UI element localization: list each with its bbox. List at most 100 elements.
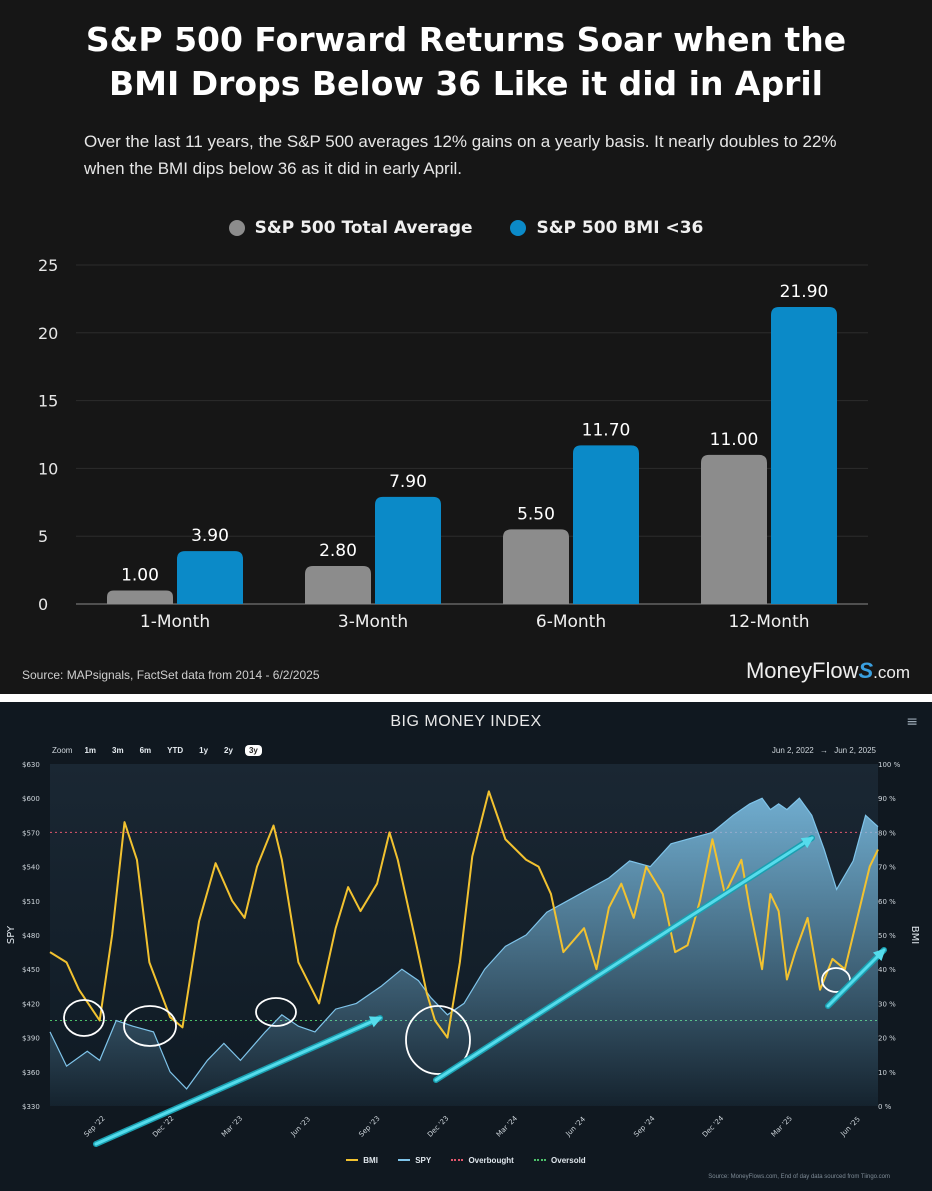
x-tick-2: Mar '23 (220, 1114, 244, 1138)
y-tick-label-4: 20 (38, 324, 58, 343)
hamburger-menu-icon[interactable]: ≡ (906, 714, 918, 730)
data-label-bmi-12-month: 21.90 (780, 282, 829, 302)
y-right-axis-label: BMI (909, 926, 920, 944)
bar-bmi-3-month (375, 496, 441, 604)
zoom-label: Zoom (52, 746, 73, 755)
y-right-tick-10: 100 % (878, 761, 901, 769)
data-label-total-average-1-month: 1.00 (121, 565, 159, 585)
legend-label-overbought: Overbought (468, 1155, 514, 1165)
y-right-tick-8: 80 % (878, 829, 896, 837)
chart-subtitle: Over the last 11 years, the S&P 500 aver… (84, 132, 837, 178)
y-tick-label-1: 5 (38, 527, 48, 546)
y-left-tick-0: $330 (22, 1103, 40, 1111)
trend-arrow-1 (434, 836, 815, 1082)
moneyflows-logo: MoneyFlowS.com (746, 658, 910, 684)
zoom-button-1y[interactable]: 1y (199, 746, 209, 755)
bar-total-average-1-month (107, 590, 173, 604)
zoom-controls: Zoom 1m 3m 6m YTD 1y 2y 3y (52, 745, 262, 756)
x-tick-11: Jun '25 (839, 1115, 862, 1138)
data-label-total-average-3-month: 2.80 (319, 541, 357, 561)
date-range: Jun 2, 2022 → Jun 2, 2025 (772, 746, 876, 755)
x-tick-10: Mar '25 (770, 1114, 794, 1138)
y-left-tick-7: $540 (22, 864, 40, 872)
y-left-tick-8: $570 (22, 829, 40, 837)
forward-returns-panel: S&P 500 Forward Returns Soar when the BM… (0, 0, 932, 694)
y-tick-label-2: 10 (38, 459, 58, 478)
bmi-chart-title: BIG MONEY INDEX (390, 713, 542, 730)
bar-chart: 0 5 10 15 20 25 1.00 3.90 1-Month 2.80 7.90 3-Month… (38, 256, 868, 632)
range-to[interactable]: Jun 2, 2025 (834, 746, 876, 755)
bmi-line-chart: $330 $360 $390 $420 $450 $480 $510 $540 $570 $600… (6, 761, 920, 1147)
legend-label-spy-line: SPY (415, 1155, 432, 1165)
y-left-tick-5: $480 (22, 932, 40, 940)
zoom-button-1m[interactable]: 1m (84, 746, 97, 755)
trend-arrow-2 (826, 948, 886, 1008)
legend-item-bmi-line[interactable]: BMI (346, 1156, 378, 1165)
line-legend: BMI SPY Overbought Oversold (0, 1154, 932, 1165)
bar-bmi-12-month (771, 307, 837, 604)
x-tick-6: Mar '24 (495, 1114, 520, 1139)
x-tick-4: Sep '23 (357, 1114, 381, 1138)
y-left-tick-9: $600 (22, 795, 40, 803)
range-from[interactable]: Jun 2, 2022 (771, 746, 814, 755)
x-tick-label-6-month: 6-Month (536, 612, 606, 632)
logo-text-suffix: .com (873, 663, 910, 682)
bmi-source-note: Source: MoneyFlows.com, End of day data … (708, 1174, 890, 1180)
legend-item-total-average: S&P 500 Total Average (228, 218, 473, 238)
data-label-bmi-3-month: 7.90 (389, 472, 427, 492)
y-right-tick-5: 50 % (878, 932, 896, 940)
x-tick-9: Dec '24 (701, 1114, 726, 1139)
legend-label-bmi-line: BMI (363, 1155, 378, 1165)
spy-line (49, 797, 879, 1090)
range-arrow: → (819, 746, 828, 755)
legend-label-bmi: S&P 500 BMI <36 (536, 218, 704, 238)
zoom-button-6m[interactable]: 6m (139, 746, 152, 755)
x-tick-label-3-month: 3-Month (338, 612, 408, 632)
y-right-tick-6: 60 % (878, 898, 896, 906)
y-left-tick-2: $390 (22, 1035, 40, 1043)
y-right-tick-1: 10 % (878, 1069, 896, 1077)
zoom-button-3m[interactable]: 3m (112, 746, 124, 755)
logo-text-s: S (858, 658, 874, 683)
y-tick-label-3: 15 (38, 392, 58, 411)
trend-arrow-0 (94, 1016, 383, 1146)
data-label-bmi-1-month: 3.90 (191, 526, 229, 546)
source-note: Source: MAPsignals, FactSet data from 20… (22, 668, 320, 682)
y-tick-label-0: 0 (38, 595, 48, 614)
annotation-circle-1 (123, 1005, 177, 1047)
legend-label-oversold: Oversold (551, 1155, 586, 1165)
y-left-tick-1: $360 (22, 1069, 40, 1077)
bar-total-average-12-month (701, 454, 767, 604)
x-tick-label-1-month: 1-Month (140, 612, 210, 632)
legend-item-bmi: S&P 500 BMI <36 (510, 218, 703, 238)
y-left-tick-10: $630 (22, 761, 40, 769)
y-right-tick-2: 20 % (878, 1035, 896, 1043)
x-tick-0: Sep '22 (83, 1114, 107, 1138)
legend-swatch-spy-line (398, 1159, 411, 1161)
logo-text-main: MoneyFlow (745, 658, 859, 683)
big-money-index-panel: BIG MONEY INDEX ≡ Zoom 1m 3m 6m YTD 1y 2… (0, 702, 932, 1191)
y-left-axis-label: SPY (6, 925, 17, 944)
legend-swatch-total-average (228, 220, 245, 236)
legend-swatch-oversold (534, 1159, 547, 1161)
legend-swatch-overbought (451, 1159, 464, 1161)
x-tick-3: Jun '23 (289, 1115, 312, 1138)
y-left-tick-3: $420 (22, 1000, 40, 1008)
bar-total-average-6-month (503, 529, 569, 604)
zoom-button-2y[interactable]: 2y (224, 746, 233, 755)
x-tick-5: Dec '23 (426, 1114, 450, 1138)
zoom-button-3y[interactable]: 3y (244, 745, 262, 756)
legend-swatch-bmi-line (346, 1159, 359, 1161)
chart-title-line-1: S&P 500 Forward Returns Soar when the (85, 20, 847, 59)
data-label-total-average-6-month: 5.50 (517, 504, 555, 524)
chart-title-line-2: BMI Drops Below 36 Like it did in April (109, 64, 823, 103)
y-left-tick-6: $510 (22, 898, 40, 906)
legend-swatch-bmi (510, 220, 527, 236)
zoom-button-ytd[interactable]: YTD (167, 746, 184, 755)
legend-item-oversold[interactable]: Oversold (534, 1156, 586, 1165)
bar-legend: S&P 500 Total Average S&P 500 BMI <36 (0, 218, 932, 241)
legend-item-overbought[interactable]: Overbought (451, 1155, 514, 1165)
legend-item-spy-line[interactable]: SPY (398, 1156, 431, 1165)
y-right-tick-7: 70 % (878, 864, 896, 872)
annotation-circle-0 (63, 999, 105, 1037)
